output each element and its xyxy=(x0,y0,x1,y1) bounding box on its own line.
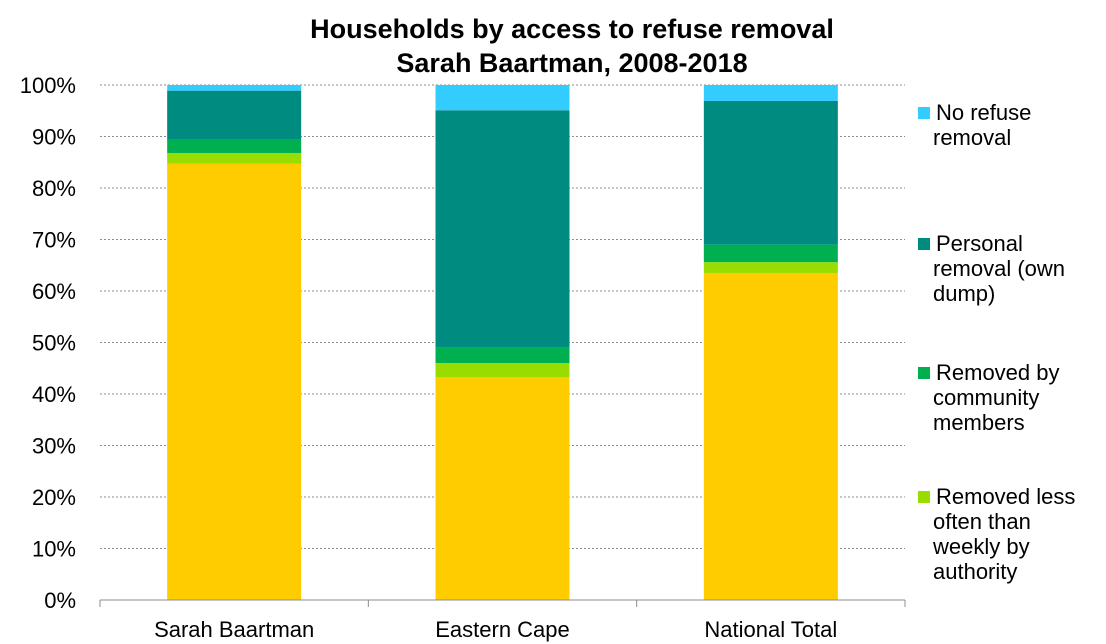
y-tick-label: 30% xyxy=(32,434,76,459)
chart-title: Households by access to refuse removal xyxy=(310,14,834,44)
x-tick-label: Eastern Cape xyxy=(435,617,570,642)
legend-swatch xyxy=(918,238,930,250)
legend-label: community xyxy=(933,385,1039,410)
legend-label: No refuse xyxy=(936,100,1031,125)
legend-label: often than xyxy=(933,509,1031,534)
bar-segment xyxy=(167,85,301,91)
bar-segment xyxy=(704,262,838,273)
legend-label: dump) xyxy=(933,281,995,306)
y-tick-label: 70% xyxy=(32,228,76,253)
legend-label: Personal xyxy=(936,231,1023,256)
bar-segment xyxy=(436,85,570,110)
bar-segment xyxy=(167,140,301,153)
bar-segment xyxy=(167,153,301,164)
bar-segment xyxy=(704,245,838,263)
y-axis-ticks: 0% 10% 20% 30% 40% 50% 60% 70% 80% 90% 100% xyxy=(20,73,76,613)
legend-label: removal (own xyxy=(933,256,1065,281)
bar-segment xyxy=(436,348,570,363)
bar-segment xyxy=(436,363,570,377)
y-tick-label: 90% xyxy=(32,125,76,150)
bar-segment xyxy=(167,164,301,600)
legend-label: members xyxy=(933,410,1025,435)
legend-label: weekly by xyxy=(932,534,1030,559)
y-tick-label: 100% xyxy=(20,73,76,98)
legend-swatch xyxy=(918,107,930,119)
y-tick-label: 60% xyxy=(32,279,76,304)
bar-segment xyxy=(704,101,838,245)
legend-label: authority xyxy=(933,559,1017,584)
y-tick-label: 40% xyxy=(32,382,76,407)
bar-segment xyxy=(436,377,570,600)
chart-subtitle: Sarah Baartman, 2008-2018 xyxy=(396,48,747,78)
x-axis-labels: Sarah Baartman Eastern Cape National Total xyxy=(154,617,837,642)
legend-label: Removed by xyxy=(936,360,1060,385)
bar-segment xyxy=(436,110,570,347)
bar-segment xyxy=(167,91,301,140)
x-tick-label: National Total xyxy=(704,617,837,642)
y-tick-label: 0% xyxy=(44,588,76,613)
legend-swatch xyxy=(918,367,930,379)
y-tick-label: 50% xyxy=(32,331,76,356)
x-tick-label: Sarah Baartman xyxy=(154,617,314,642)
y-tick-label: 80% xyxy=(32,176,76,201)
x-axis xyxy=(100,600,905,607)
y-tick-label: 20% xyxy=(32,485,76,510)
bar-segment xyxy=(704,85,838,101)
bars xyxy=(167,85,838,600)
bar-segment xyxy=(704,273,838,600)
legend-label: removal xyxy=(933,125,1011,150)
legend-label: Removed less xyxy=(936,484,1075,509)
legend-swatch xyxy=(918,491,930,503)
y-tick-label: 10% xyxy=(32,537,76,562)
